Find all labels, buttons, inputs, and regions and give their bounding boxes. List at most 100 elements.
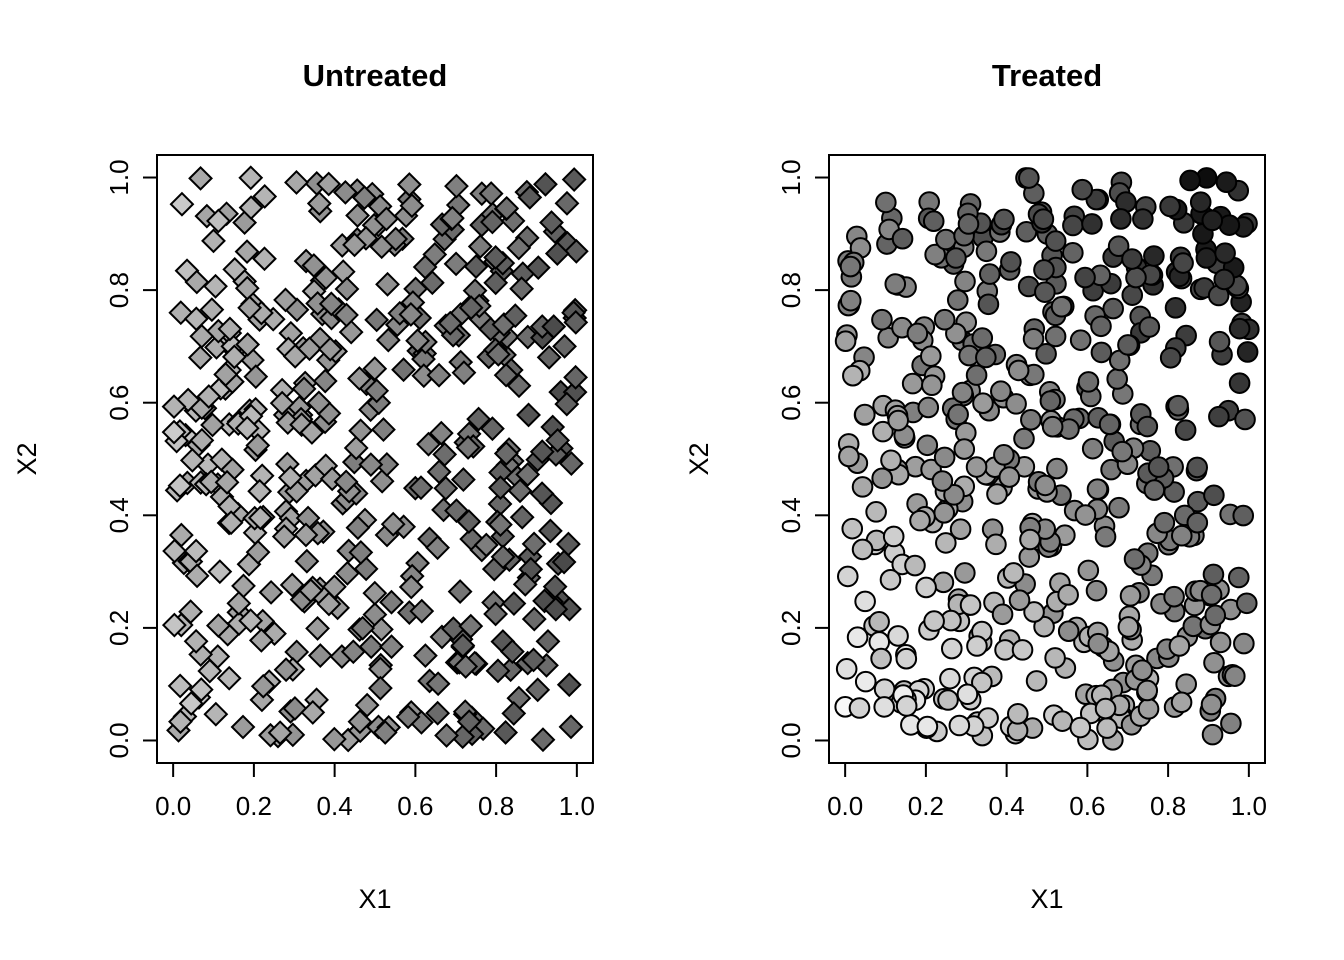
data-point: [895, 647, 918, 670]
data-point: [280, 722, 306, 748]
x-tick-label: 0.2: [236, 791, 272, 821]
data-point: [203, 701, 229, 727]
data-point: [529, 439, 555, 465]
data-point: [887, 625, 909, 647]
data-point: [405, 328, 431, 354]
data-point: [371, 417, 396, 443]
data-point: [189, 427, 215, 453]
data-point: [399, 193, 425, 219]
data-point: [252, 184, 278, 209]
data-point: [906, 322, 929, 345]
x-tick-label: 1.0: [559, 791, 595, 821]
data-point: [473, 532, 499, 558]
data-point: [977, 293, 1000, 316]
data-point: [161, 394, 187, 420]
data-point: [1121, 284, 1144, 306]
data-point: [1090, 315, 1112, 338]
data-point: [412, 254, 438, 280]
data-point: [986, 483, 1008, 505]
data-point: [1050, 295, 1073, 318]
data-point: [493, 720, 519, 745]
data-point: [945, 247, 967, 269]
data-point: [437, 310, 463, 336]
data-point: [396, 172, 422, 197]
data-point: [1069, 716, 1092, 739]
data-point: [501, 700, 527, 726]
y-tick-label: 0.2: [776, 610, 806, 646]
data-point: [920, 345, 942, 367]
data-point: [873, 678, 896, 700]
data-point: [425, 535, 451, 561]
data-point: [1022, 328, 1045, 350]
data-point: [279, 572, 305, 598]
data-point: [1208, 330, 1231, 353]
data-point: [556, 672, 582, 698]
data-point: [428, 420, 454, 446]
data-point: [422, 242, 448, 267]
data-point: [196, 384, 222, 409]
data-point: [1086, 478, 1109, 500]
data-point: [383, 226, 409, 252]
data-point: [1057, 620, 1080, 642]
data-point: [1147, 456, 1170, 478]
data-point: [273, 657, 299, 683]
data-point: [493, 362, 519, 388]
data-point: [362, 602, 388, 628]
data-point: [444, 498, 469, 524]
data-point: [316, 171, 342, 197]
data-point: [1202, 563, 1225, 586]
y-tick-label: 0.0: [104, 722, 134, 758]
data-point: [917, 396, 940, 419]
data-point: [1228, 372, 1251, 394]
data-point: [935, 532, 957, 554]
data-point: [933, 502, 956, 524]
data-point: [426, 362, 452, 388]
data-point: [234, 239, 260, 265]
data-point: [521, 647, 546, 673]
data-point: [865, 501, 887, 523]
data-point: [535, 628, 561, 654]
plot-box: [156, 154, 594, 764]
data-point: [1215, 171, 1238, 194]
data-point: [533, 171, 558, 197]
data-point: [231, 573, 256, 599]
panel-treated: Treated 0.0 0.2 0.4 0.6 0.8 1.0 0.0 0.2 0.4 0.6 0.…: [672, 0, 1344, 960]
data-point: [848, 697, 871, 719]
data-point: [188, 165, 213, 191]
data-point: [1159, 195, 1181, 218]
data-point: [1123, 548, 1146, 570]
data-point: [1143, 245, 1165, 267]
data-point: [284, 639, 310, 665]
data-point: [965, 456, 988, 478]
data-point: [222, 257, 248, 282]
data-point: [993, 208, 1015, 231]
data-point: [332, 179, 358, 205]
data-point: [949, 518, 972, 540]
data-point: [1203, 651, 1225, 674]
data-point: [1235, 592, 1258, 615]
data-point: [841, 517, 864, 540]
data-point: [1077, 371, 1100, 393]
x-tick-label: 0.0: [827, 791, 863, 821]
y-tick-label: 0.8: [104, 272, 134, 308]
data-point: [1085, 579, 1108, 602]
panel-untreated: Untreated 0.0 0.2 0.4 0.6 0.8 1.0 0.0 0.2 0.4 0.6…: [12, 58, 595, 914]
data-point: [412, 643, 438, 669]
data-point: [354, 692, 380, 718]
data-point: [953, 438, 976, 460]
data-point: [946, 289, 969, 311]
data-point: [851, 476, 874, 498]
data-point: [439, 205, 465, 231]
data-point: [347, 709, 373, 735]
data-point: [364, 378, 390, 404]
data-point: [544, 241, 570, 266]
data-point: [998, 466, 1021, 488]
data-point: [1077, 559, 1100, 582]
data-point: [1044, 647, 1066, 669]
data-point: [408, 475, 434, 501]
data-point: [453, 654, 479, 679]
data-point: [558, 714, 584, 740]
data-point: [483, 601, 509, 627]
x-tick-label: 0.6: [1069, 791, 1105, 821]
data-point: [975, 240, 998, 263]
